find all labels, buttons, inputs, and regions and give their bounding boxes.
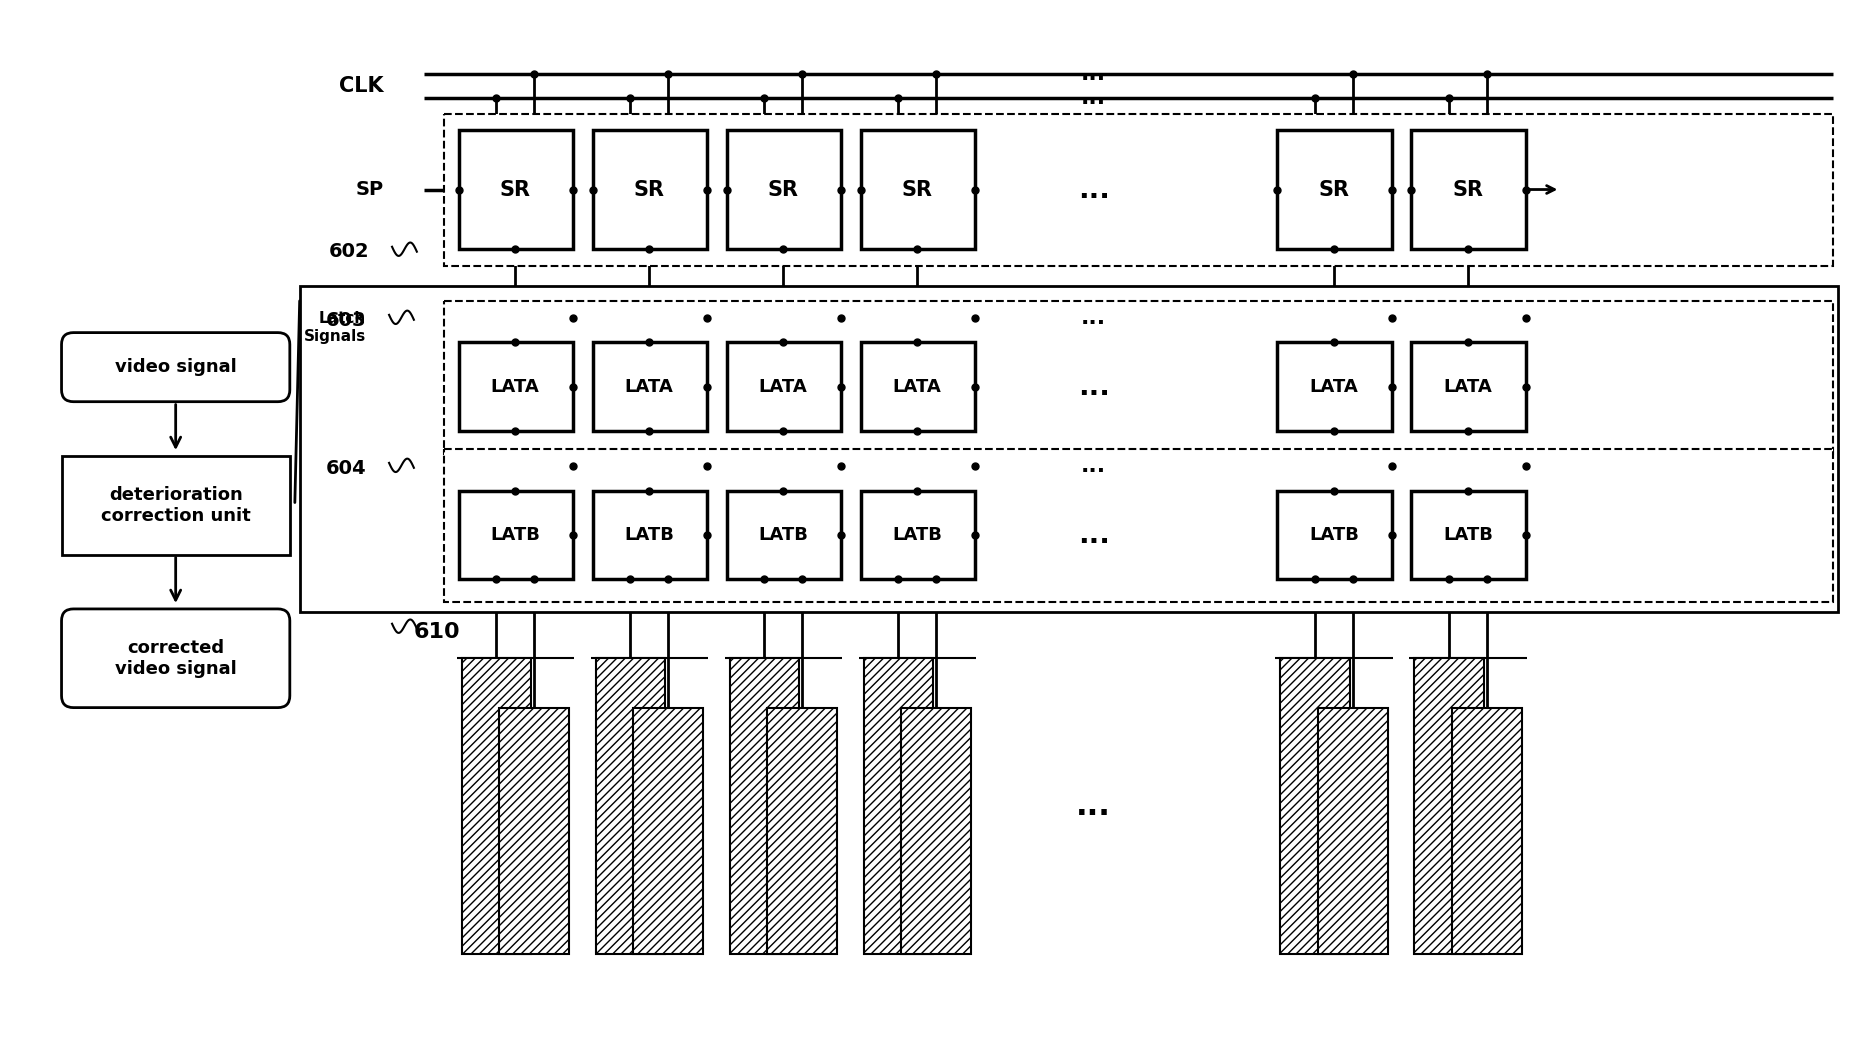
Bar: [727, 130, 841, 248]
Text: ...: ...: [1081, 456, 1107, 476]
Bar: [1412, 490, 1525, 579]
Bar: [1278, 342, 1391, 431]
Bar: [299, 286, 1838, 612]
Text: corrected
video signal: corrected video signal: [115, 638, 236, 678]
Bar: [1453, 707, 1521, 954]
Text: LATB: LATB: [1309, 526, 1360, 544]
Bar: [1414, 659, 1484, 954]
Text: ...: ...: [1077, 175, 1110, 204]
Text: ...: ...: [1081, 88, 1107, 108]
Text: CLK: CLK: [340, 76, 385, 96]
FancyBboxPatch shape: [61, 609, 290, 707]
Bar: [727, 342, 841, 431]
Text: SP: SP: [355, 180, 385, 199]
Bar: [593, 342, 707, 431]
Text: Latch
Signals: Latch Signals: [303, 312, 366, 344]
Bar: [727, 490, 841, 579]
Text: SR: SR: [634, 180, 664, 200]
Text: LATB: LATB: [625, 526, 673, 544]
Bar: [1412, 130, 1525, 248]
Text: SR: SR: [1453, 180, 1484, 200]
Text: LATA: LATA: [1309, 378, 1358, 396]
Bar: [729, 659, 800, 954]
Text: LATA: LATA: [759, 378, 807, 396]
Text: SR: SR: [500, 180, 530, 200]
Text: deterioration
correction unit: deterioration correction unit: [100, 486, 251, 524]
FancyBboxPatch shape: [61, 333, 290, 402]
Bar: [766, 707, 837, 954]
Bar: [861, 342, 975, 431]
Bar: [1280, 659, 1350, 954]
Bar: [902, 707, 971, 954]
Bar: [1278, 130, 1391, 248]
Text: ...: ...: [1081, 308, 1107, 328]
Bar: [595, 659, 666, 954]
Text: LATB: LATB: [893, 526, 941, 544]
Bar: [593, 130, 707, 248]
Text: LATB: LATB: [1443, 526, 1494, 544]
Text: 603: 603: [326, 311, 366, 330]
Text: ...: ...: [1081, 64, 1107, 85]
Text: video signal: video signal: [115, 358, 236, 376]
Bar: [459, 342, 573, 431]
Text: 610: 610: [415, 622, 461, 642]
Bar: [861, 490, 975, 579]
Bar: [1412, 342, 1525, 431]
Bar: [459, 490, 573, 579]
Text: LATA: LATA: [491, 378, 539, 396]
Text: ...: ...: [1077, 373, 1110, 401]
Text: LATA: LATA: [625, 378, 673, 396]
Text: SR: SR: [902, 180, 932, 200]
Text: LATA: LATA: [893, 378, 941, 396]
Bar: [861, 130, 975, 248]
Bar: [445, 301, 1834, 455]
Bar: [459, 130, 573, 248]
Text: 604: 604: [326, 460, 366, 479]
Bar: [498, 707, 569, 954]
Bar: [1278, 490, 1391, 579]
Text: ...: ...: [1077, 521, 1110, 549]
Bar: [632, 707, 703, 954]
Bar: [593, 490, 707, 579]
Bar: [863, 659, 934, 954]
Text: LATA: LATA: [1443, 378, 1492, 396]
Text: ...: ...: [1077, 792, 1110, 821]
Bar: [461, 659, 530, 954]
Bar: [61, 456, 290, 555]
Text: SR: SR: [1319, 180, 1350, 200]
Bar: [445, 113, 1834, 266]
Text: LATB: LATB: [491, 526, 539, 544]
Text: SR: SR: [768, 180, 798, 200]
Bar: [445, 449, 1834, 602]
Text: 602: 602: [329, 242, 370, 261]
Bar: [1319, 707, 1388, 954]
Text: LATB: LATB: [759, 526, 807, 544]
